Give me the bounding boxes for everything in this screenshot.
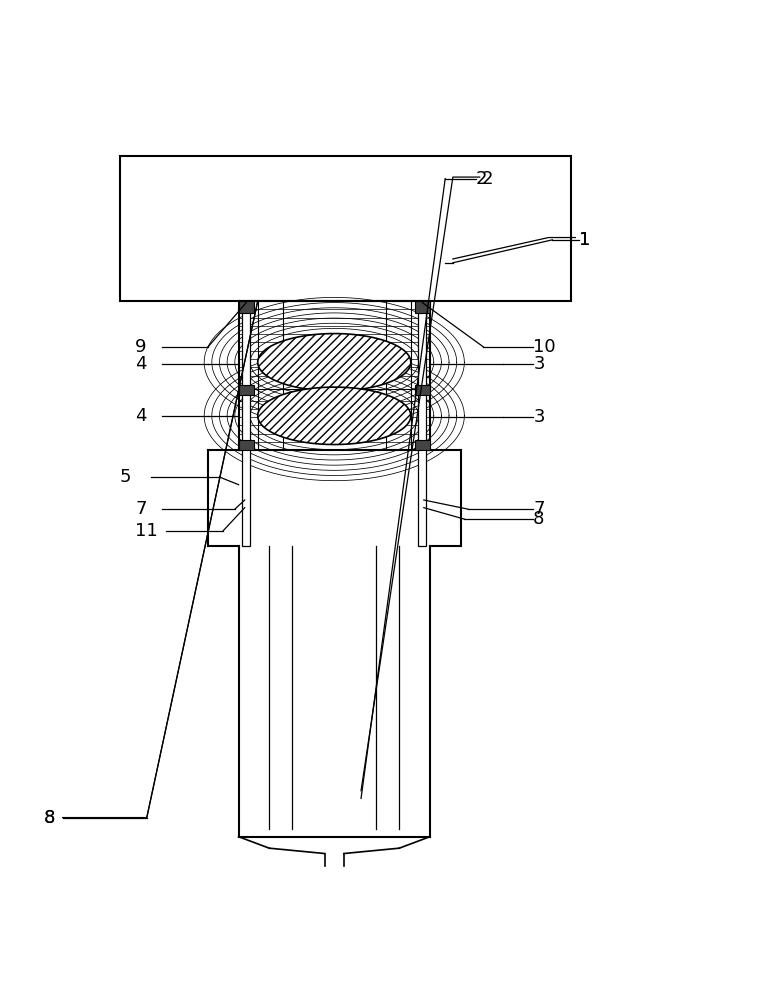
Bar [239,440,254,450]
Text: 3: 3 [533,355,545,373]
Text: 10: 10 [533,338,556,356]
Text: 1: 1 [579,231,591,249]
Text: 7: 7 [533,500,545,518]
Bar [419,301,426,546]
Text: 8: 8 [44,809,55,827]
Bar [415,440,430,450]
Text: 4: 4 [135,407,147,425]
Bar [239,301,254,313]
Text: 2: 2 [482,170,494,188]
Bar [243,301,250,546]
Text: 7: 7 [135,500,147,518]
Text: 11: 11 [135,522,158,540]
Bar [415,301,430,313]
Text: 8: 8 [533,510,545,528]
Polygon shape [258,387,411,445]
Polygon shape [258,334,411,391]
Text: 3: 3 [533,408,545,426]
Text: 9: 9 [135,338,147,356]
Text: 8: 8 [44,809,55,827]
Bar [415,385,430,395]
Text: 1: 1 [579,231,591,249]
Bar [120,156,571,301]
Text: 2: 2 [476,170,488,188]
Text: 5: 5 [120,468,131,486]
Text: 4: 4 [135,355,147,373]
Bar [239,385,254,395]
